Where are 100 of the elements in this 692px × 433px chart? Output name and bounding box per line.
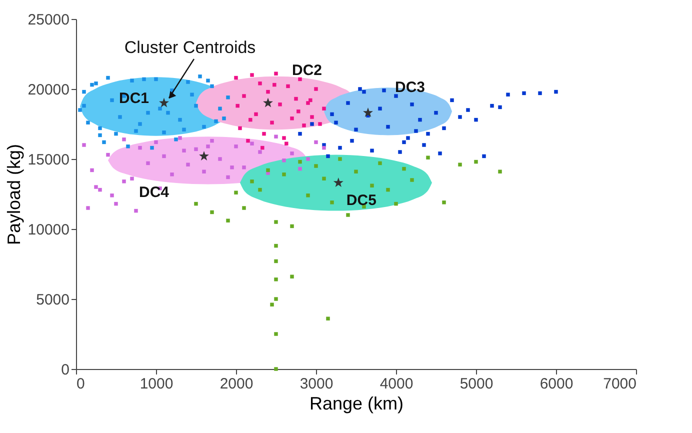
x-tick-label: 5000 xyxy=(460,376,494,392)
x-axis-title: Range (km) xyxy=(309,394,404,414)
point xyxy=(218,106,222,110)
point xyxy=(418,118,422,122)
annotation: DC2 xyxy=(292,62,322,79)
point xyxy=(274,332,278,336)
point xyxy=(410,178,414,182)
point xyxy=(354,170,358,174)
point xyxy=(270,120,274,124)
point xyxy=(258,188,262,192)
point xyxy=(118,115,122,119)
y-tick-label: 25000 xyxy=(28,12,70,28)
y-tick-label: 5000 xyxy=(36,292,70,308)
point xyxy=(210,138,214,143)
point xyxy=(182,148,186,152)
point xyxy=(282,172,286,176)
annotation: DC3 xyxy=(394,78,426,96)
point xyxy=(290,152,294,156)
point xyxy=(226,218,230,222)
point xyxy=(274,220,278,224)
point xyxy=(242,206,246,210)
x-tick-label: 2000 xyxy=(220,376,254,392)
x-tick-label: 6000 xyxy=(540,376,574,392)
point xyxy=(310,122,314,126)
point xyxy=(182,128,186,132)
point xyxy=(358,87,362,91)
point xyxy=(186,80,190,84)
point xyxy=(194,202,198,206)
point xyxy=(114,202,118,206)
point xyxy=(394,94,398,98)
point xyxy=(242,166,246,170)
point xyxy=(370,184,374,188)
point xyxy=(538,91,542,96)
point xyxy=(199,150,209,160)
point xyxy=(474,160,478,164)
point xyxy=(274,244,278,248)
point xyxy=(94,185,98,189)
point xyxy=(226,96,230,100)
point xyxy=(138,146,142,150)
point xyxy=(110,194,114,198)
point xyxy=(370,148,374,152)
point xyxy=(318,122,322,126)
point xyxy=(122,180,126,184)
point xyxy=(474,118,478,122)
point xyxy=(326,316,330,320)
point xyxy=(190,92,194,96)
point xyxy=(450,98,454,102)
point xyxy=(326,154,330,158)
point xyxy=(274,297,278,301)
point xyxy=(106,76,110,80)
point xyxy=(130,176,134,180)
annotation: DC5 xyxy=(346,192,376,209)
point xyxy=(274,278,278,282)
point xyxy=(218,157,222,161)
point xyxy=(82,104,86,108)
point xyxy=(442,200,446,204)
point xyxy=(198,74,202,78)
point xyxy=(274,259,278,264)
point xyxy=(186,162,190,166)
point xyxy=(302,124,306,128)
point xyxy=(426,156,430,160)
point xyxy=(248,118,252,122)
point xyxy=(82,143,86,147)
point xyxy=(210,84,214,88)
point xyxy=(258,150,262,154)
point xyxy=(346,213,350,217)
x-tick-label: 1000 xyxy=(140,376,174,392)
point xyxy=(272,82,276,87)
point xyxy=(90,168,94,172)
point xyxy=(258,82,262,86)
point xyxy=(286,84,290,88)
annotation: DC1 xyxy=(118,90,150,107)
point xyxy=(310,115,314,119)
point xyxy=(490,104,494,108)
point xyxy=(134,129,138,133)
point xyxy=(236,104,240,108)
point xyxy=(250,142,254,146)
point xyxy=(154,140,158,144)
point xyxy=(522,91,526,96)
point xyxy=(166,110,170,115)
point xyxy=(382,88,386,92)
point xyxy=(290,224,294,228)
point xyxy=(333,178,344,188)
point xyxy=(130,78,134,82)
point xyxy=(82,90,86,94)
point xyxy=(154,77,158,82)
point xyxy=(394,202,398,206)
point xyxy=(442,126,446,130)
point xyxy=(398,150,402,154)
point xyxy=(282,136,286,140)
point xyxy=(306,157,310,161)
point xyxy=(322,146,326,150)
point xyxy=(354,128,358,132)
point xyxy=(234,190,238,194)
point xyxy=(98,188,102,192)
point xyxy=(346,101,350,105)
point xyxy=(498,105,502,110)
point xyxy=(362,90,366,94)
point xyxy=(438,152,442,156)
point xyxy=(90,82,94,87)
